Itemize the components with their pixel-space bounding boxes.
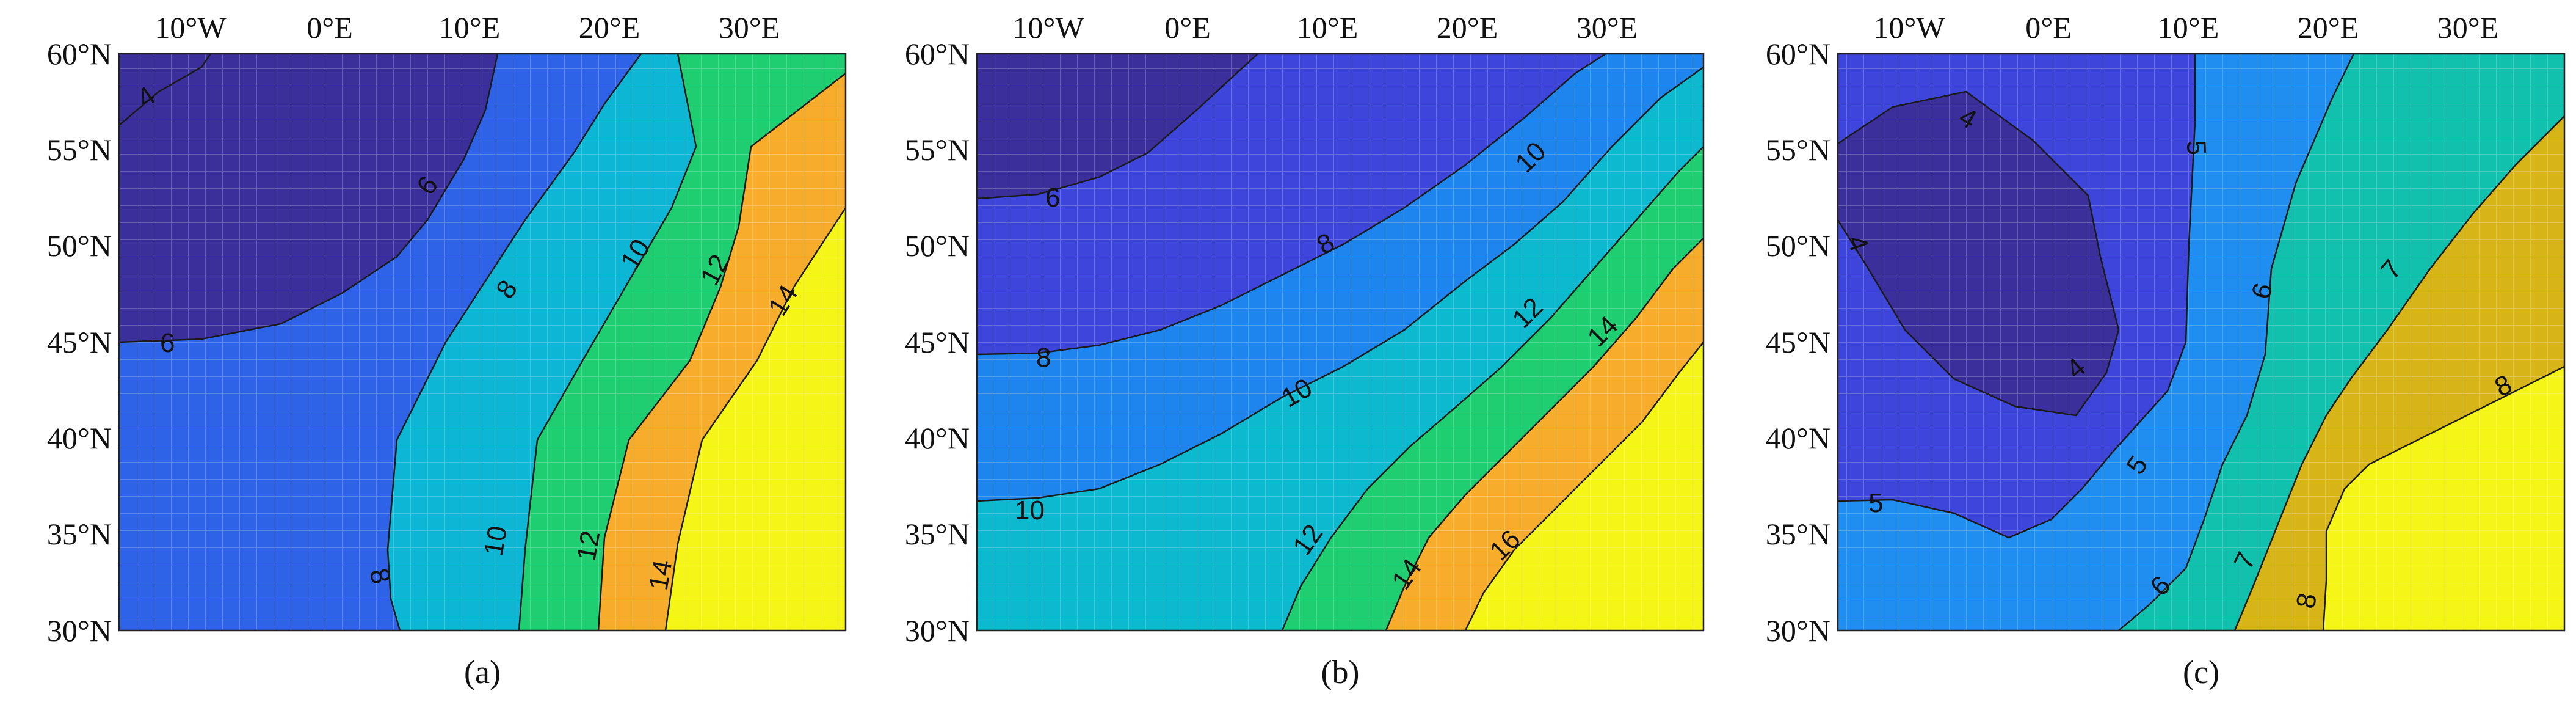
panel-c-xtick-30e: 30°E <box>2437 10 2499 45</box>
panel-c-xtick-10w: 10°W <box>1873 10 1945 45</box>
panel-c-xtick-10e: 10°E <box>2158 10 2219 45</box>
panel-a-ytick-30n: 30°N <box>47 613 112 648</box>
panel-b-ytick-55n: 55°N <box>905 133 970 167</box>
panel-b-y-ticks: 60°N 55°N 50°N 45°N 40°N 35°N 30°N <box>905 37 970 648</box>
panel-b-contour-16 <box>1464 342 1703 631</box>
panel-a-xtick-10w: 10°W <box>154 10 227 45</box>
panel-b-x-ticks: 10°W 0°E 10°E 20°E 30°E <box>1012 10 1638 45</box>
panel-b-xtick-20e: 20°E <box>1437 10 1498 45</box>
panel-a: 4 6 6 8 8 10 10 12 12 14 14 10°W 0°E 10°… <box>47 10 847 690</box>
panel-c-ytick-55n: 55°N <box>1766 133 1830 167</box>
panel-a-xtick-10e: 10°E <box>439 10 501 45</box>
panel-a-label-10-bottom: 10 <box>479 524 513 558</box>
panel-b-contour-fill <box>977 54 1703 631</box>
panel-a-xtick-20e: 20°E <box>579 10 640 45</box>
panel-a-ytick-55n: 55°N <box>47 133 112 167</box>
panel-b-ytick-60n: 60°N <box>905 37 970 71</box>
panel-c-ytick-60n: 60°N <box>1766 37 1830 71</box>
panel-b-ytick-50n: 50°N <box>905 229 970 263</box>
panel-b-ytick-35n: 35°N <box>905 517 970 551</box>
panel-c-ytick-45n: 45°N <box>1766 325 1830 359</box>
panel-a-ytick-50n: 50°N <box>47 229 112 263</box>
panel-b-xtick-10e: 10°E <box>1297 10 1359 45</box>
panel-a-ytick-35n: 35°N <box>47 517 112 551</box>
panel-b-xtick-10w: 10°W <box>1012 10 1084 45</box>
panel-b-ytick-40n: 40°N <box>905 421 970 455</box>
panel-a-ytick-60n: 60°N <box>47 37 112 71</box>
panel-b-xtick-30e: 30°E <box>1576 10 1638 45</box>
panel-c-ytick-40n: 40°N <box>1766 421 1830 455</box>
panel-a-ytick-40n: 40°N <box>47 421 112 455</box>
panel-c-xtick-20e: 20°E <box>2298 10 2359 45</box>
panel-b-frame <box>976 53 1705 632</box>
panel-a-contour-12 <box>597 73 846 631</box>
panel-c-contour-4 <box>1838 90 2120 417</box>
panel-c-label-5-left: 5 <box>1868 488 1883 518</box>
panel-a-contour-10 <box>518 54 697 631</box>
panel-b-contour-12 <box>1281 146 1703 631</box>
panel-a-contour-4 <box>119 54 212 126</box>
panel-c-xtick-0e: 0°E <box>2025 10 2072 45</box>
panel-a-frame <box>118 53 847 632</box>
panel-a-contour-8 <box>386 54 642 631</box>
panel-b-ytick-30n: 30°N <box>905 613 970 648</box>
panel-a-x-ticks: 10°W 0°E 10°E 20°E 30°E <box>154 10 780 45</box>
panel-b-contour-10 <box>977 66 1703 502</box>
panel-c: 4 4 4 5 5 5 6 6 7 7 8 8 10°W 0°E 10°E 20… <box>1766 10 2566 690</box>
panel-b-contour-8 <box>977 54 1606 356</box>
panel-b-contour-6 <box>977 54 1258 200</box>
panel-a-label-12-bottom: 12 <box>571 528 606 563</box>
panel-c-contour-6 <box>2118 54 2355 631</box>
panel-c-label-5-top: 5 <box>2181 140 2211 156</box>
panel-c-ytick-35n: 35°N <box>1766 517 1830 551</box>
panel-a-label-14-bottom: 14 <box>644 558 678 593</box>
panel-c-contour-7 <box>2233 115 2564 631</box>
panel-b-label-10-left: 10 <box>1015 495 1045 525</box>
panel-c-contour-8 <box>2322 365 2564 631</box>
panel-b-caption: (b) <box>1321 654 1360 690</box>
panel-a-xtick-0e: 0°E <box>307 10 353 45</box>
panel-a-contour-labels: 4 6 6 8 8 10 10 12 12 14 14 <box>132 81 804 593</box>
panel-b-label-6: 6 <box>1045 183 1060 213</box>
panel-c-ytick-50n: 50°N <box>1766 229 1830 263</box>
panel-c-contour-fill <box>1838 54 2564 631</box>
panel-c-x-ticks: 10°W 0°E 10°E 20°E 30°E <box>1873 10 2498 45</box>
panel-c-caption: (c) <box>2183 654 2219 690</box>
panel-a-caption: (a) <box>464 654 501 690</box>
panel-a-label-6-left: 6 <box>160 328 175 358</box>
panel-a-contour-6 <box>119 54 499 343</box>
panel-c-ytick-30n: 30°N <box>1766 613 1830 648</box>
panel-a-y-ticks: 60°N 55°N 50°N 45°N 40°N 35°N 30°N <box>47 37 112 648</box>
panel-b-label-8-left: 8 <box>1036 343 1051 373</box>
panel-c-y-ticks: 60°N 55°N 50°N 45°N 40°N 35°N 30°N <box>1766 37 1830 648</box>
panel-a-xtick-30e: 30°E <box>719 10 780 45</box>
panel-b-contour-14 <box>1385 238 1703 631</box>
panel-b: 6 8 8 10 10 10 12 12 14 14 16 10°W 0°E 1… <box>905 10 1705 690</box>
panel-b-ytick-45n: 45°N <box>905 325 970 359</box>
panel-a-contour-fill <box>119 54 846 631</box>
panel-a-contour-14 <box>664 207 846 631</box>
panel-b-xtick-0e: 0°E <box>1164 10 1211 45</box>
panel-c-frame <box>1837 53 2566 632</box>
panel-c-contour-5 <box>1838 54 2196 539</box>
panel-a-ytick-45n: 45°N <box>47 325 112 359</box>
